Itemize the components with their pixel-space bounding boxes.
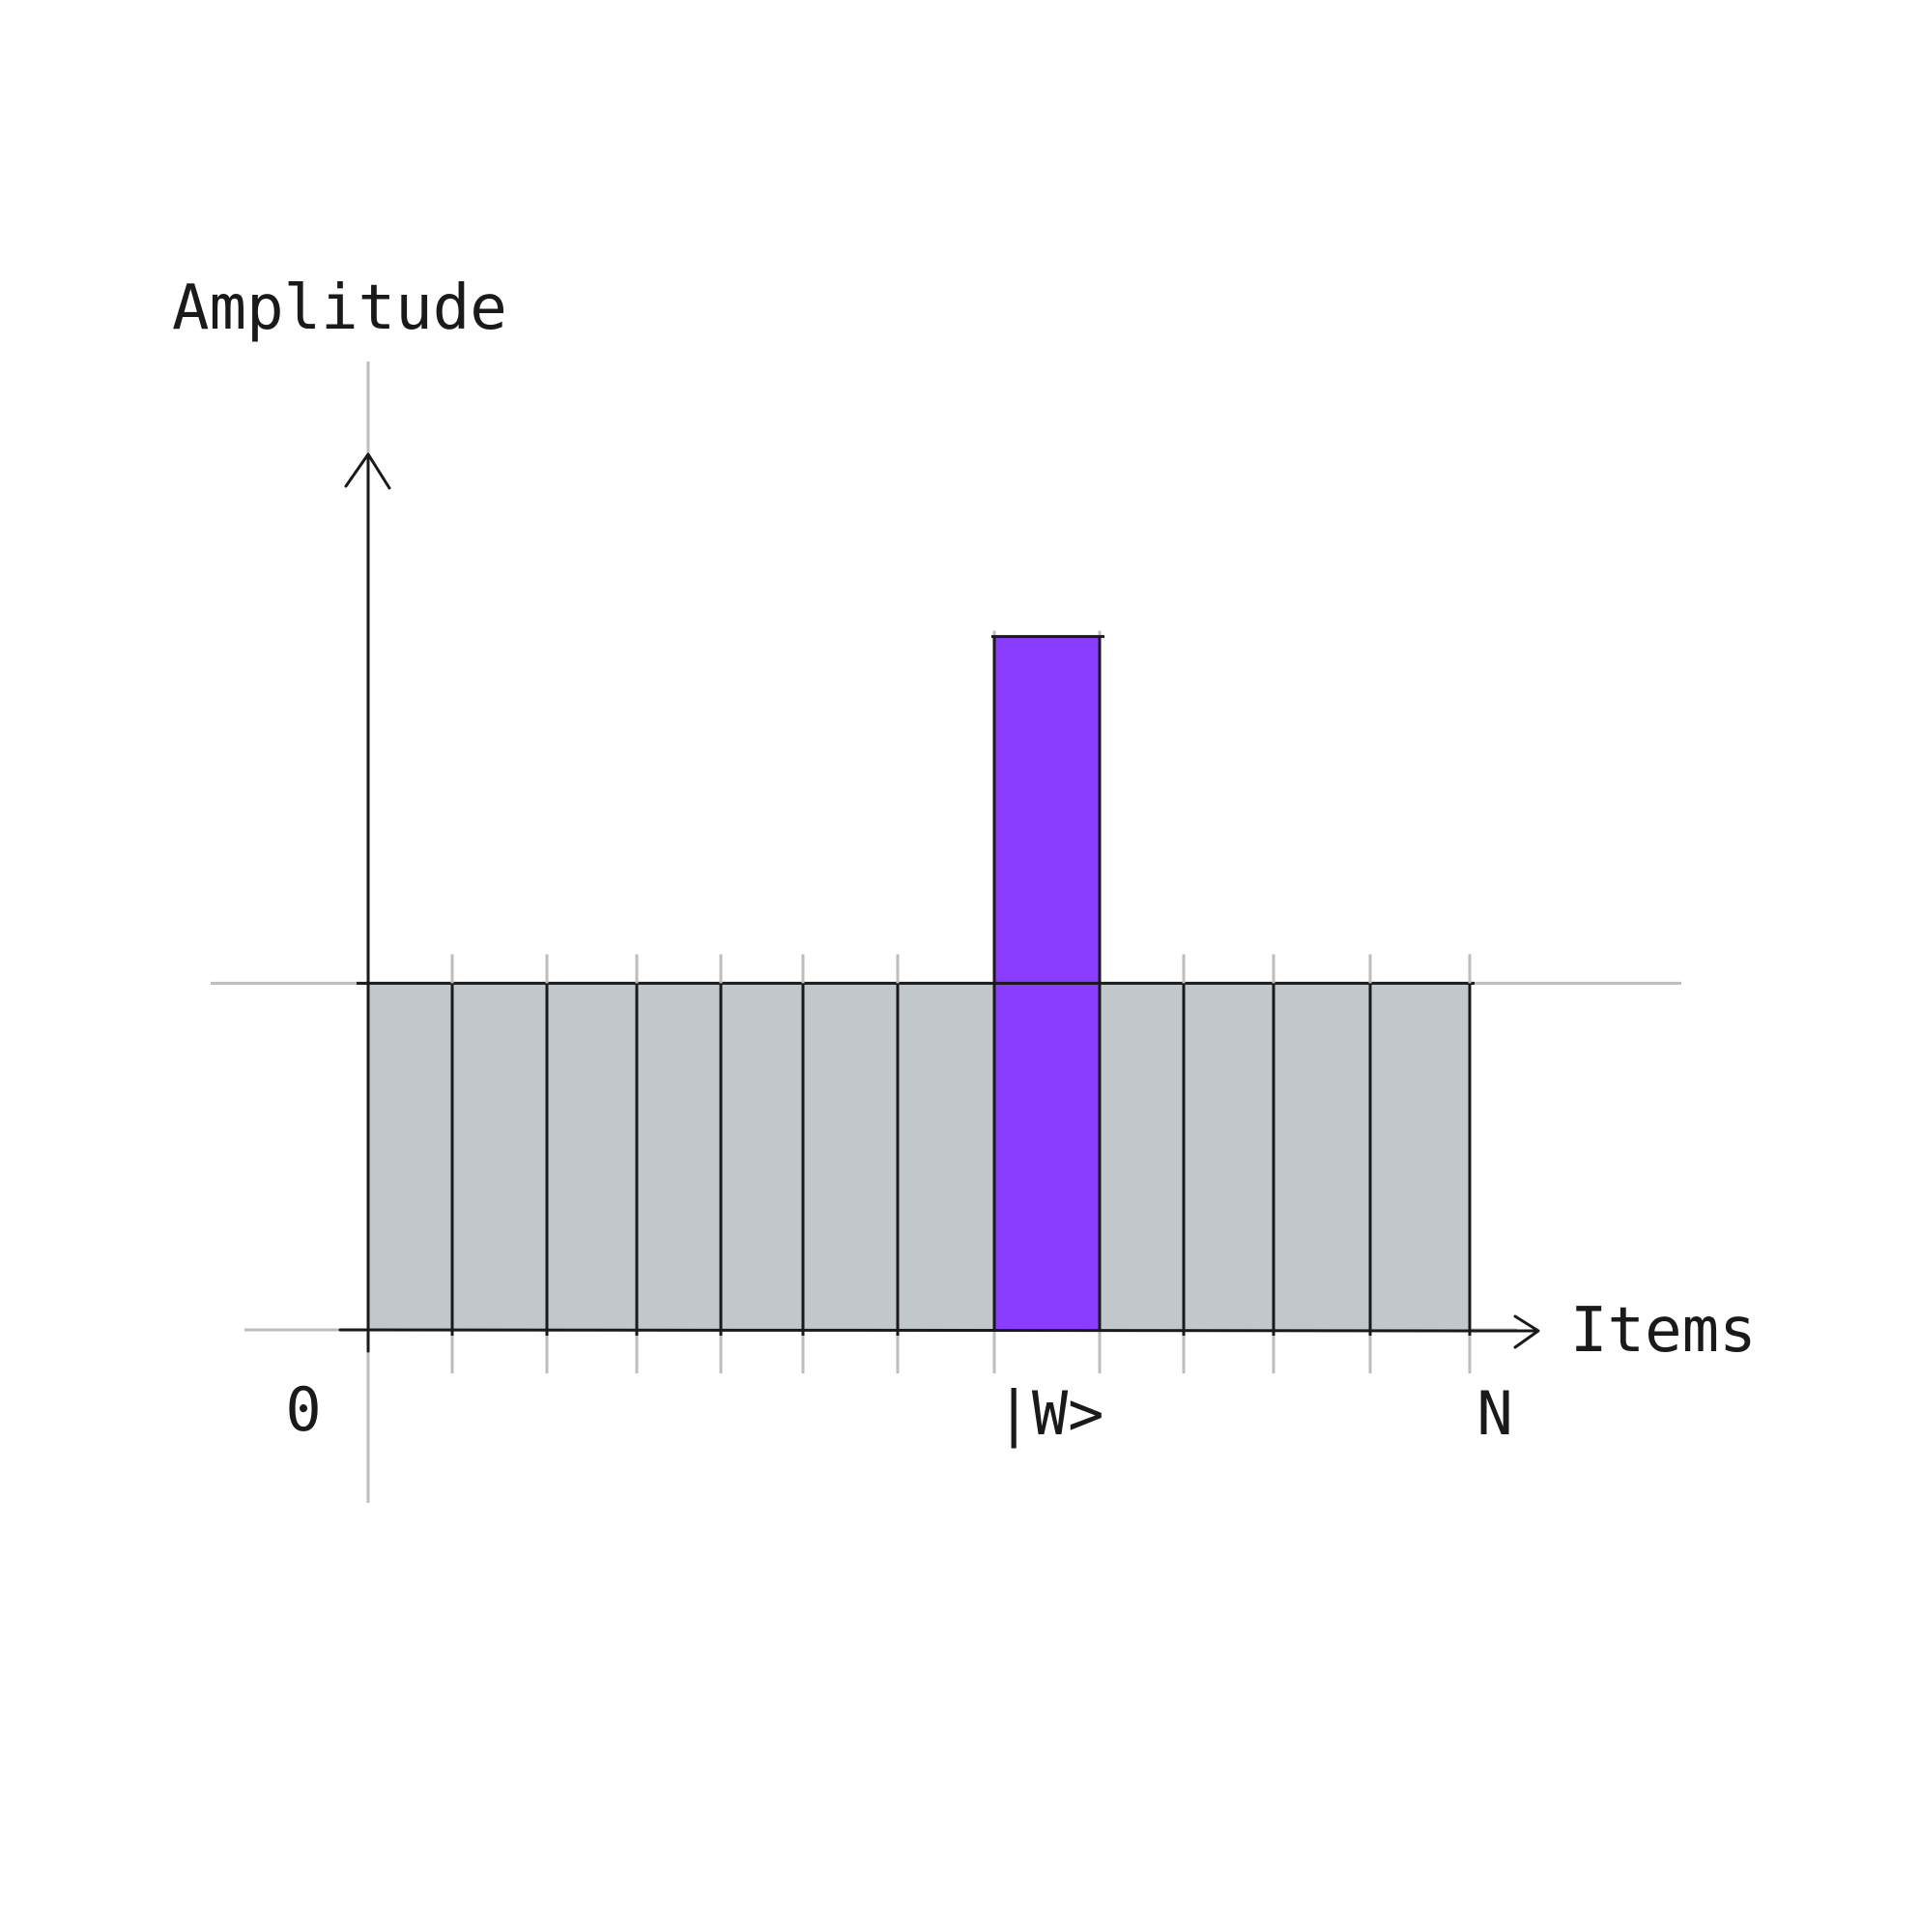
- bar-item: [1274, 983, 1370, 1330]
- bar-item: [637, 983, 721, 1330]
- bar-item: [721, 983, 803, 1330]
- tick-label-marked-item: |W>: [996, 1378, 1104, 1450]
- bar-item: [1184, 983, 1274, 1330]
- y-axis-label: Amplitude: [172, 273, 507, 344]
- bar-item: [1370, 983, 1470, 1330]
- axes: [338, 452, 1540, 1353]
- x-axis-line: [338, 1328, 1538, 1333]
- x-axis-label: Items: [1570, 1295, 1757, 1367]
- y-axis-arrowhead: [344, 452, 391, 490]
- bar-item: [898, 983, 994, 1330]
- tick-label-zero: 0: [285, 1374, 321, 1445]
- bar-item: [452, 983, 547, 1330]
- bar-item: [368, 983, 452, 1330]
- bar-item: [1100, 983, 1184, 1330]
- bar-item: [547, 983, 637, 1330]
- tick-label-n: N: [1476, 1378, 1512, 1449]
- bar-item: [803, 983, 898, 1330]
- x-axis-arrowhead: [1513, 1314, 1540, 1349]
